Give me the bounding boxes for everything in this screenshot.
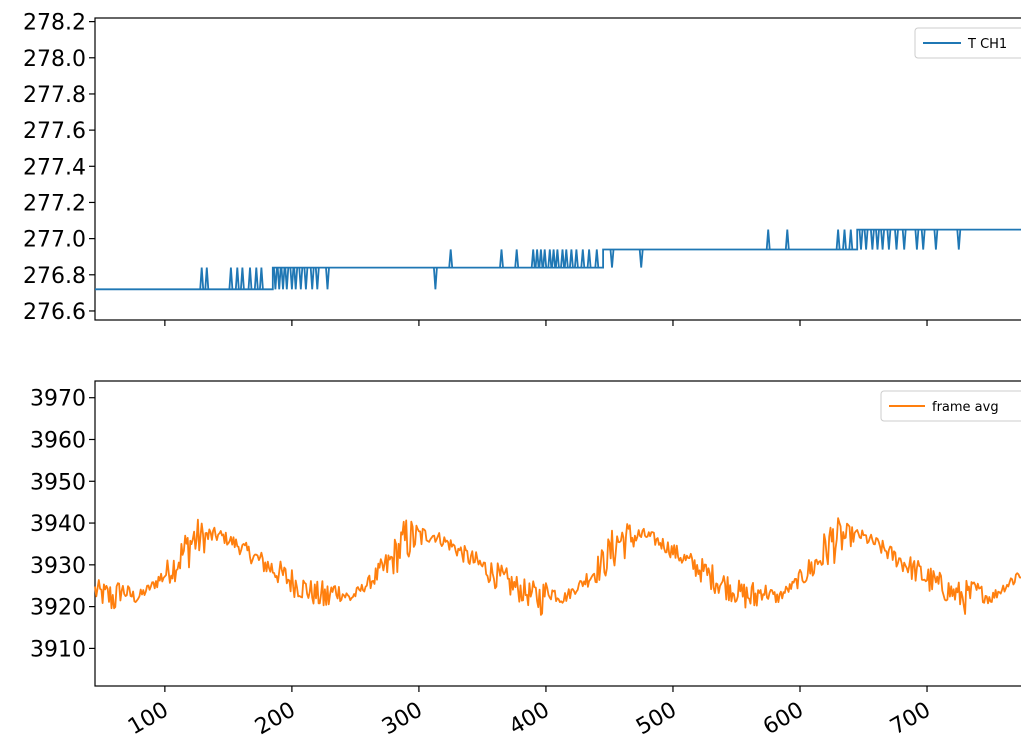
x-tick-label: 300	[378, 698, 427, 741]
t-ch1-spike	[569, 249, 574, 268]
y-tick-label: 3910	[30, 637, 86, 662]
plot-frame-top	[94, 17, 1021, 321]
x-tick-label: 700	[886, 698, 935, 741]
legend-top-box	[914, 27, 1021, 59]
t-ch1-spike	[574, 249, 579, 268]
y-tick-label: 3940	[30, 512, 86, 537]
series-frame-avg	[94, 517, 1021, 616]
legend-bottom-label: frame avg	[932, 400, 999, 415]
y-tick-label: 276.8	[23, 264, 86, 289]
t-ch1-spike	[199, 267, 205, 290]
y-tick-label: 277.4	[23, 155, 86, 180]
chart-bottom-frame-avg: 3910 3920 3930 3940 3950 3960 3970 100 200 300 40…	[30, 380, 1021, 740]
t-ch1-spike	[293, 267, 299, 290]
y-axis-bottom: 3910 3920 3930 3940 3950 3960 3970	[30, 387, 95, 662]
t-ch1-spike	[920, 229, 926, 250]
t-ch1-spike	[880, 229, 885, 250]
t-ch1-spike	[858, 229, 864, 250]
plot-frame-bottom	[94, 380, 1021, 687]
t-ch1-spike	[580, 249, 586, 268]
t-ch1-spike	[280, 267, 286, 290]
t-ch1-spike	[284, 267, 290, 290]
t-ch1-spike	[259, 267, 264, 290]
x-tick-label: 100	[124, 698, 173, 741]
t-ch1-spike	[563, 249, 569, 268]
y-tick-label: 277.8	[23, 83, 86, 108]
t-ch1-spike	[542, 249, 548, 268]
t-ch1-spike	[914, 229, 920, 250]
t-ch1-spike	[303, 267, 309, 290]
t-ch1-spike	[848, 229, 854, 250]
t-ch1-spike	[325, 267, 330, 290]
t-ch1-spike	[594, 249, 600, 268]
legend-bottom: frame avg	[880, 390, 1021, 422]
t-ch1-spike	[273, 267, 278, 290]
t-ch1-spike	[886, 229, 892, 250]
t-ch1-spike	[765, 229, 771, 250]
frame-avg-line	[94, 517, 1021, 616]
x-tick-label: 500	[632, 698, 681, 741]
x-tick-label: 200	[251, 698, 300, 741]
t-ch1-spike	[289, 267, 295, 290]
x-axis-top	[164, 320, 928, 326]
t-ch1-spike	[555, 249, 560, 268]
t-ch1-spike	[433, 267, 438, 290]
t-ch1-spike	[234, 267, 240, 290]
y-tick-label: 3930	[30, 554, 86, 579]
chart-top-t-ch1: 276.6 276.8 277.0 277.2 277.4 277.6 277.8 278.0…	[23, 11, 1021, 326]
x-tick-label: 600	[759, 698, 808, 741]
t-ch1-spike	[863, 229, 869, 250]
t-ch1-spike	[314, 267, 320, 290]
t-ch1-spike	[253, 267, 259, 290]
t-ch1-spike	[551, 249, 556, 268]
t-ch1-spike	[842, 229, 847, 250]
t-ch1-spike	[499, 249, 504, 268]
t-ch1-spike	[547, 249, 553, 268]
t-ch1-spike	[901, 229, 907, 250]
t-ch1-spike	[298, 267, 304, 290]
y-tick-label: 277.0	[23, 228, 86, 253]
t-ch1-spike	[870, 229, 875, 250]
t-ch1-spike	[534, 249, 540, 268]
t-ch1-spike	[933, 229, 939, 250]
y-tick-label: 3920	[30, 596, 86, 621]
t-ch1-spike	[835, 229, 841, 250]
t-ch1-spike	[609, 249, 615, 268]
y-tick-label: 3960	[30, 428, 86, 453]
y-tick-label: 277.2	[23, 191, 86, 216]
t-ch1-spike	[560, 249, 565, 268]
t-ch1-spike	[638, 249, 644, 268]
t-ch1-spike	[228, 267, 234, 290]
t-ch1-spike	[894, 229, 899, 250]
t-ch1-spike	[204, 267, 210, 290]
legend-top-label: T CH1	[967, 37, 1007, 52]
legend-top: T CH1	[914, 27, 1021, 59]
y-tick-label: 3970	[30, 387, 86, 412]
t-ch1-spike	[875, 229, 880, 250]
t-ch1-spike	[276, 267, 282, 290]
y-tick-label: 278.2	[23, 11, 86, 36]
t-ch1-spike	[538, 249, 544, 268]
t-ch1-spike	[448, 249, 454, 268]
y-tick-label: 3950	[30, 470, 86, 495]
t-ch1-spike	[586, 249, 592, 268]
y-tick-label: 278.0	[23, 47, 86, 72]
t-ch1-spike	[784, 229, 790, 250]
t-ch1-spike	[514, 249, 520, 268]
legend-bottom-box	[880, 390, 1021, 422]
t-ch1-spike	[240, 267, 245, 290]
y-tick-label: 276.6	[23, 300, 86, 325]
series-t-ch1	[95, 228, 1021, 291]
x-axis-bottom: 100 200 300 400 500 600 700	[124, 686, 935, 740]
t-ch1-spike	[956, 229, 962, 250]
x-tick-label: 400	[505, 698, 554, 741]
y-tick-label: 277.6	[23, 119, 86, 144]
t-ch1-spike	[247, 267, 253, 290]
y-axis-top: 276.6 276.8 277.0 277.2 277.4 277.6 277.8 278.0…	[23, 11, 95, 325]
t-ch1-line	[95, 228, 1021, 291]
t-ch1-spike	[530, 249, 536, 268]
t-ch1-spike	[309, 267, 315, 290]
